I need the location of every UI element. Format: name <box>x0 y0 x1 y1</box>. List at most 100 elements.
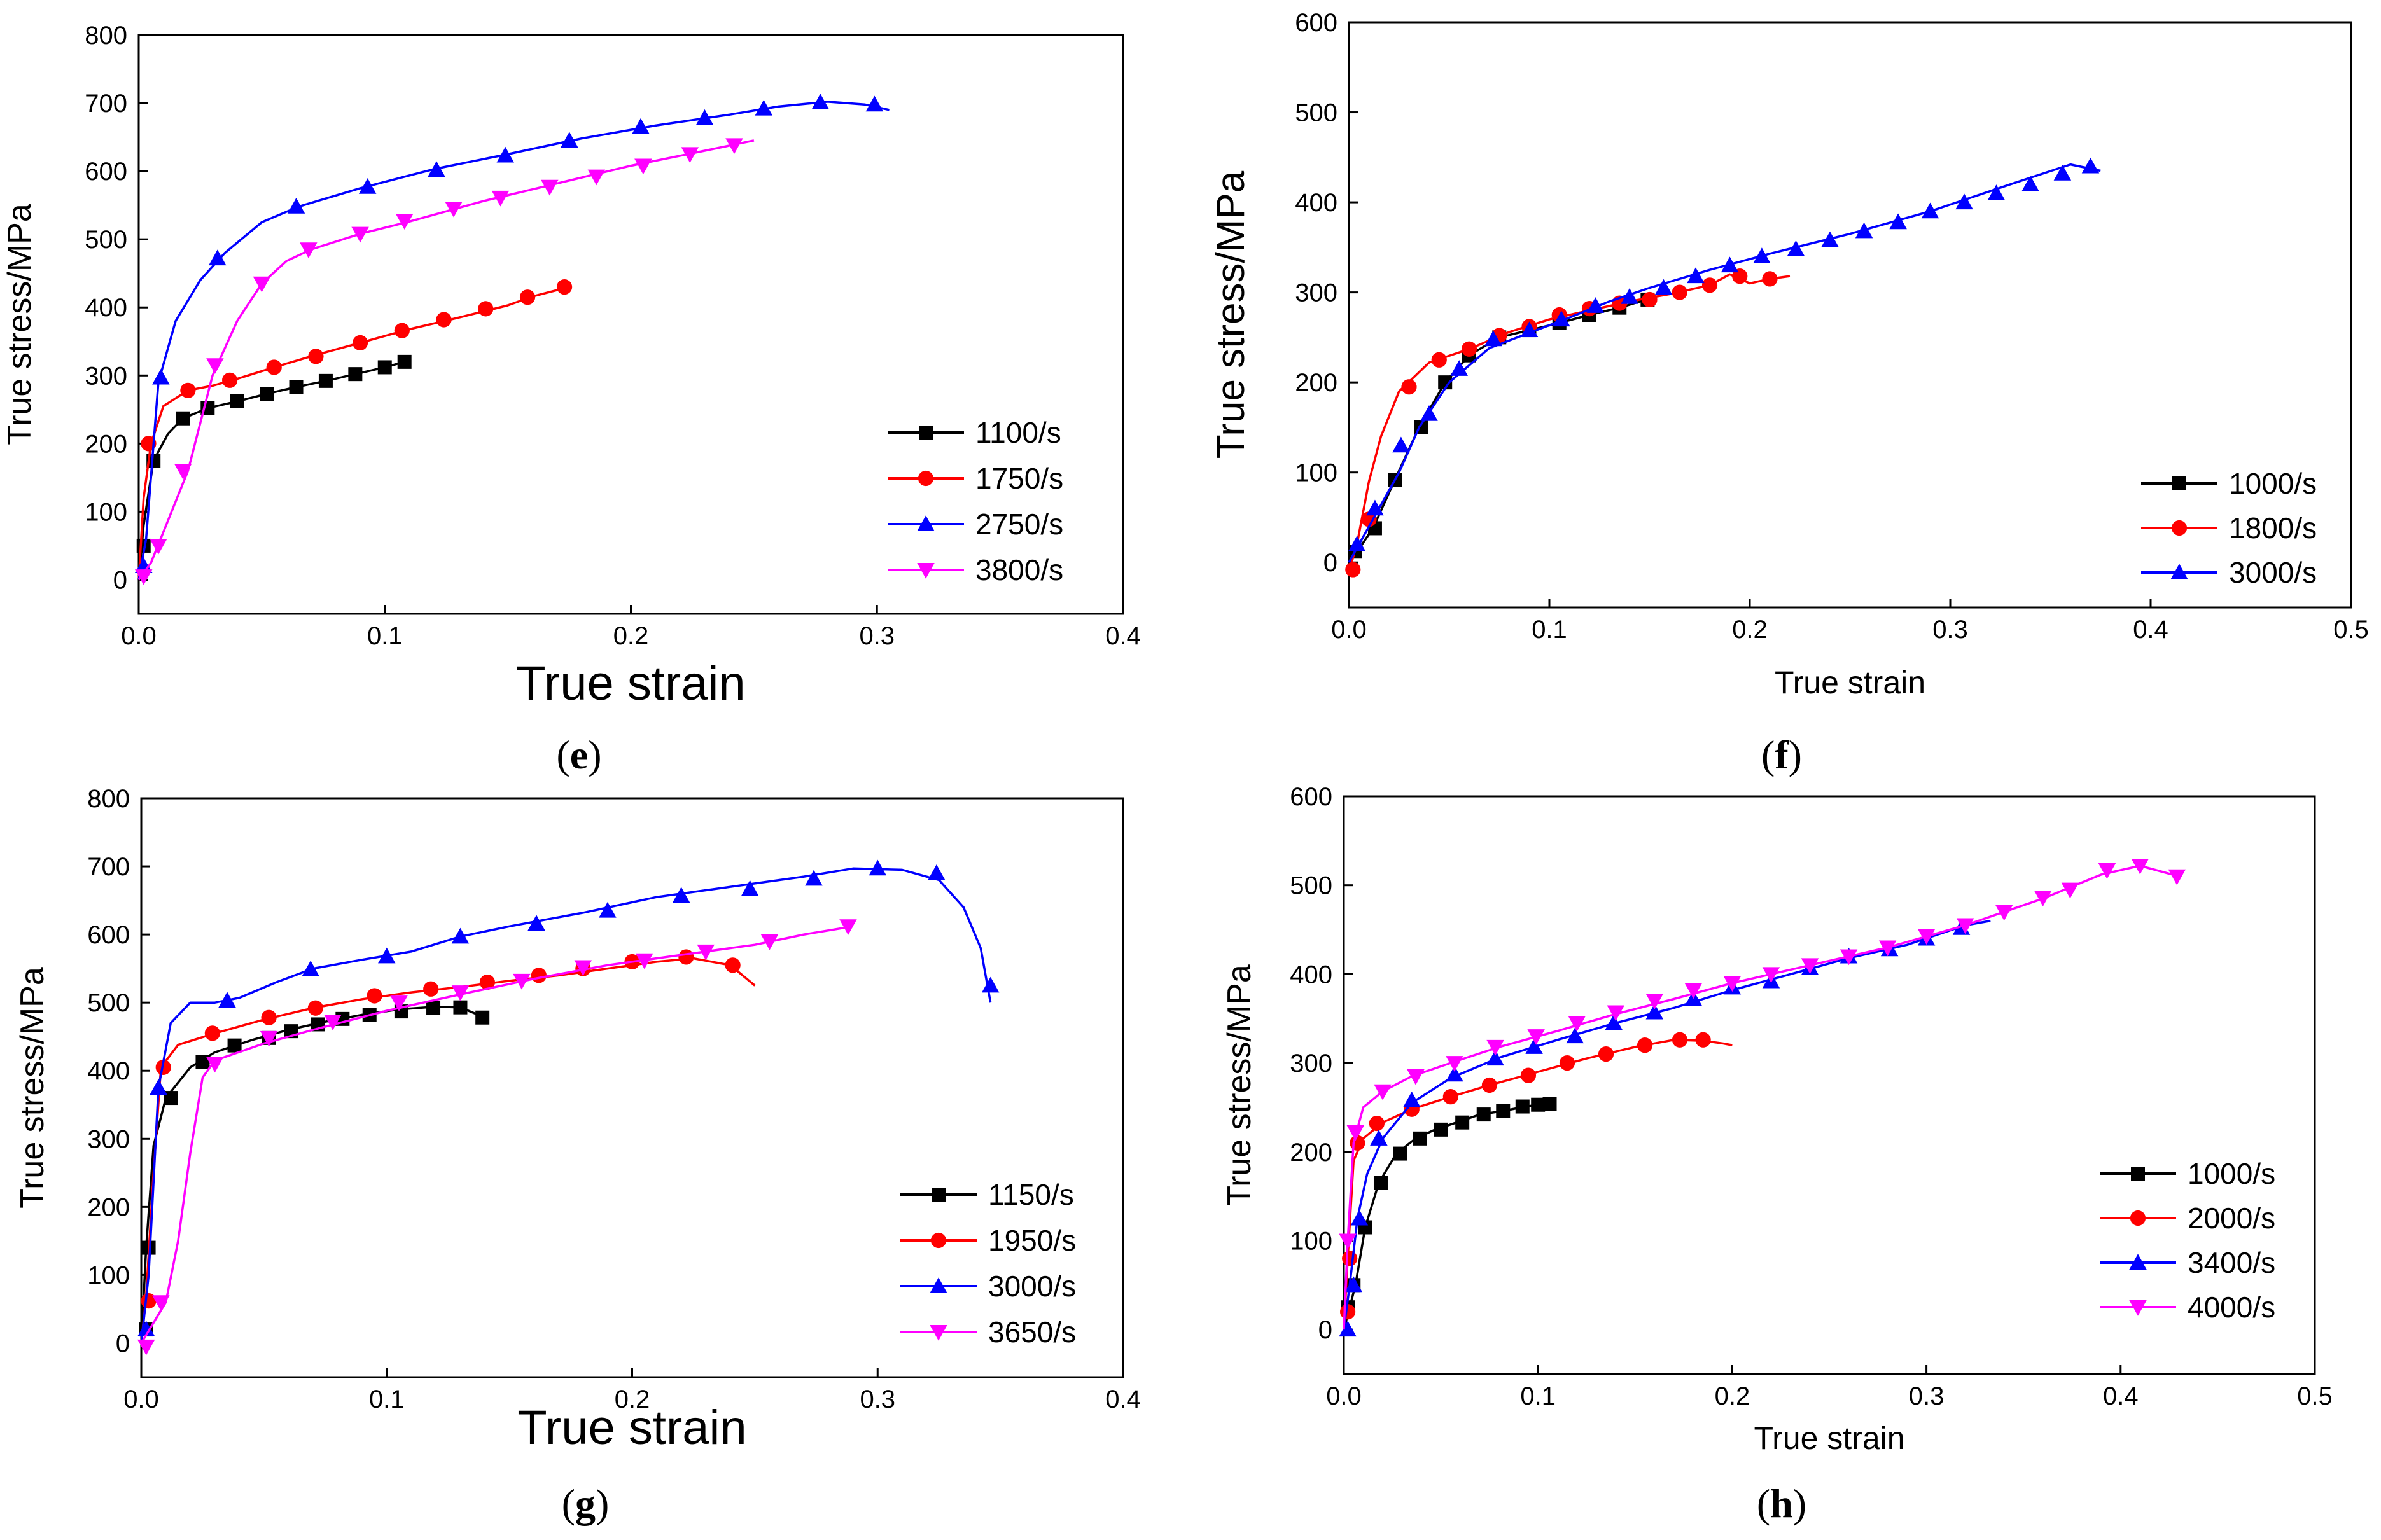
data-point <box>928 864 946 880</box>
x-tick-label: 0.1 <box>367 622 403 650</box>
y-tick-label: 300 <box>1295 279 1337 307</box>
y-tick-label: 200 <box>1290 1139 1332 1167</box>
data-point <box>755 99 773 116</box>
y-tick-label: 100 <box>87 1261 130 1289</box>
data-point <box>164 1091 178 1106</box>
data-point <box>390 995 408 1011</box>
legend-label: 1000/s <box>2188 1157 2275 1190</box>
data-point <box>1672 1032 1688 1048</box>
data-point <box>478 301 494 317</box>
data-point <box>527 915 545 931</box>
data-point <box>308 349 324 364</box>
data-point <box>865 95 884 112</box>
data-point <box>367 988 382 1004</box>
data-point <box>1515 1099 1530 1114</box>
panel-caption: (e) <box>556 732 601 777</box>
data-point <box>378 947 396 964</box>
x-tick-label: 0.1 <box>1520 1382 1556 1410</box>
y-axis-label: True stress/MPa <box>1221 964 1258 1206</box>
x-tick-label: 0.2 <box>613 622 649 650</box>
data-point <box>1393 1146 1407 1161</box>
data-point <box>300 242 318 258</box>
legend-marker <box>919 426 933 440</box>
data-point <box>195 1055 210 1069</box>
x-tick-label: 0.1 <box>1532 616 1567 644</box>
data-point <box>1559 1055 1575 1071</box>
data-point <box>587 169 606 186</box>
data-point <box>180 382 196 398</box>
data-point <box>218 992 236 1008</box>
data-point <box>152 368 170 385</box>
data-point <box>394 323 410 338</box>
y-tick-label: 300 <box>1290 1050 1332 1078</box>
caption-letter: f <box>1775 732 1789 777</box>
data-point <box>137 1321 155 1337</box>
y-axis-label: True stress/MPa <box>14 967 51 1209</box>
series-line <box>137 101 890 580</box>
y-tick-label: 200 <box>85 430 127 458</box>
data-point <box>1855 222 1873 239</box>
data-point <box>289 380 304 394</box>
data-point <box>1687 267 1705 284</box>
y-tick-label: 500 <box>1290 872 1332 900</box>
y-tick-label: 0 <box>1323 549 1337 577</box>
data-point <box>1339 1321 1357 1337</box>
data-point <box>426 1001 441 1015</box>
data-point <box>1413 1131 1427 1146</box>
data-point <box>1476 1107 1491 1122</box>
legend-marker <box>2129 1254 2147 1270</box>
x-axis-label: True strain <box>516 656 745 711</box>
data-point <box>634 158 652 175</box>
data-point <box>348 367 363 382</box>
legend-label: 3800/s <box>975 553 1063 586</box>
data-point <box>1346 1125 1365 1141</box>
legend-label: 1750/s <box>975 462 1063 495</box>
chart-panel-h: 0.0 0.1 0.2 0.3 0.4 0.5 0 100 200 300 400 500 600 Tru… <box>1221 783 2333 1526</box>
data-point <box>632 118 650 134</box>
data-point <box>1374 1084 1392 1100</box>
data-point <box>1878 940 1897 957</box>
data-point <box>1684 983 1703 999</box>
data-point <box>1431 352 1447 368</box>
series-line <box>140 925 853 1344</box>
data-point <box>1553 310 1570 327</box>
x-tick-label: 0.4 <box>1105 1385 1141 1413</box>
data-point <box>519 289 536 305</box>
data-point <box>805 870 823 886</box>
data-point <box>1695 1032 1711 1048</box>
y-tick-label: 300 <box>87 1125 130 1153</box>
data-point <box>134 569 153 585</box>
caption-letter: h <box>1770 1481 1793 1526</box>
data-point <box>307 1000 323 1016</box>
x-tick-label: 0.0 <box>1326 1382 1362 1410</box>
data-point <box>475 1010 490 1025</box>
data-point <box>152 1295 170 1311</box>
data-point <box>561 132 578 148</box>
data-point <box>1721 256 1739 273</box>
data-point <box>1350 1209 1369 1226</box>
series-line <box>1343 864 2179 1330</box>
data-point <box>1401 379 1417 395</box>
data-point <box>869 859 886 876</box>
caption-open: ( <box>1761 732 1775 777</box>
legend-marker <box>930 1325 947 1341</box>
y-tick-label: 100 <box>85 498 127 526</box>
data-point <box>1496 1104 1511 1118</box>
series-line <box>140 1005 485 1343</box>
data-point <box>261 1009 277 1025</box>
series-4000s <box>1339 858 2186 1330</box>
data-point <box>1586 297 1605 313</box>
series-3000s <box>1348 157 2101 564</box>
data-point <box>352 335 368 351</box>
data-point <box>1672 284 1687 300</box>
legend-label: 1150/s <box>988 1178 1074 1211</box>
data-point <box>2098 863 2116 879</box>
x-tick-label: 0.2 <box>615 1385 650 1413</box>
x-axis-label: True strain <box>517 1401 746 1455</box>
data-point <box>324 1015 342 1030</box>
series-1750s <box>137 279 573 580</box>
data-point <box>531 968 547 983</box>
data-point <box>981 976 1000 993</box>
data-point <box>302 960 319 976</box>
